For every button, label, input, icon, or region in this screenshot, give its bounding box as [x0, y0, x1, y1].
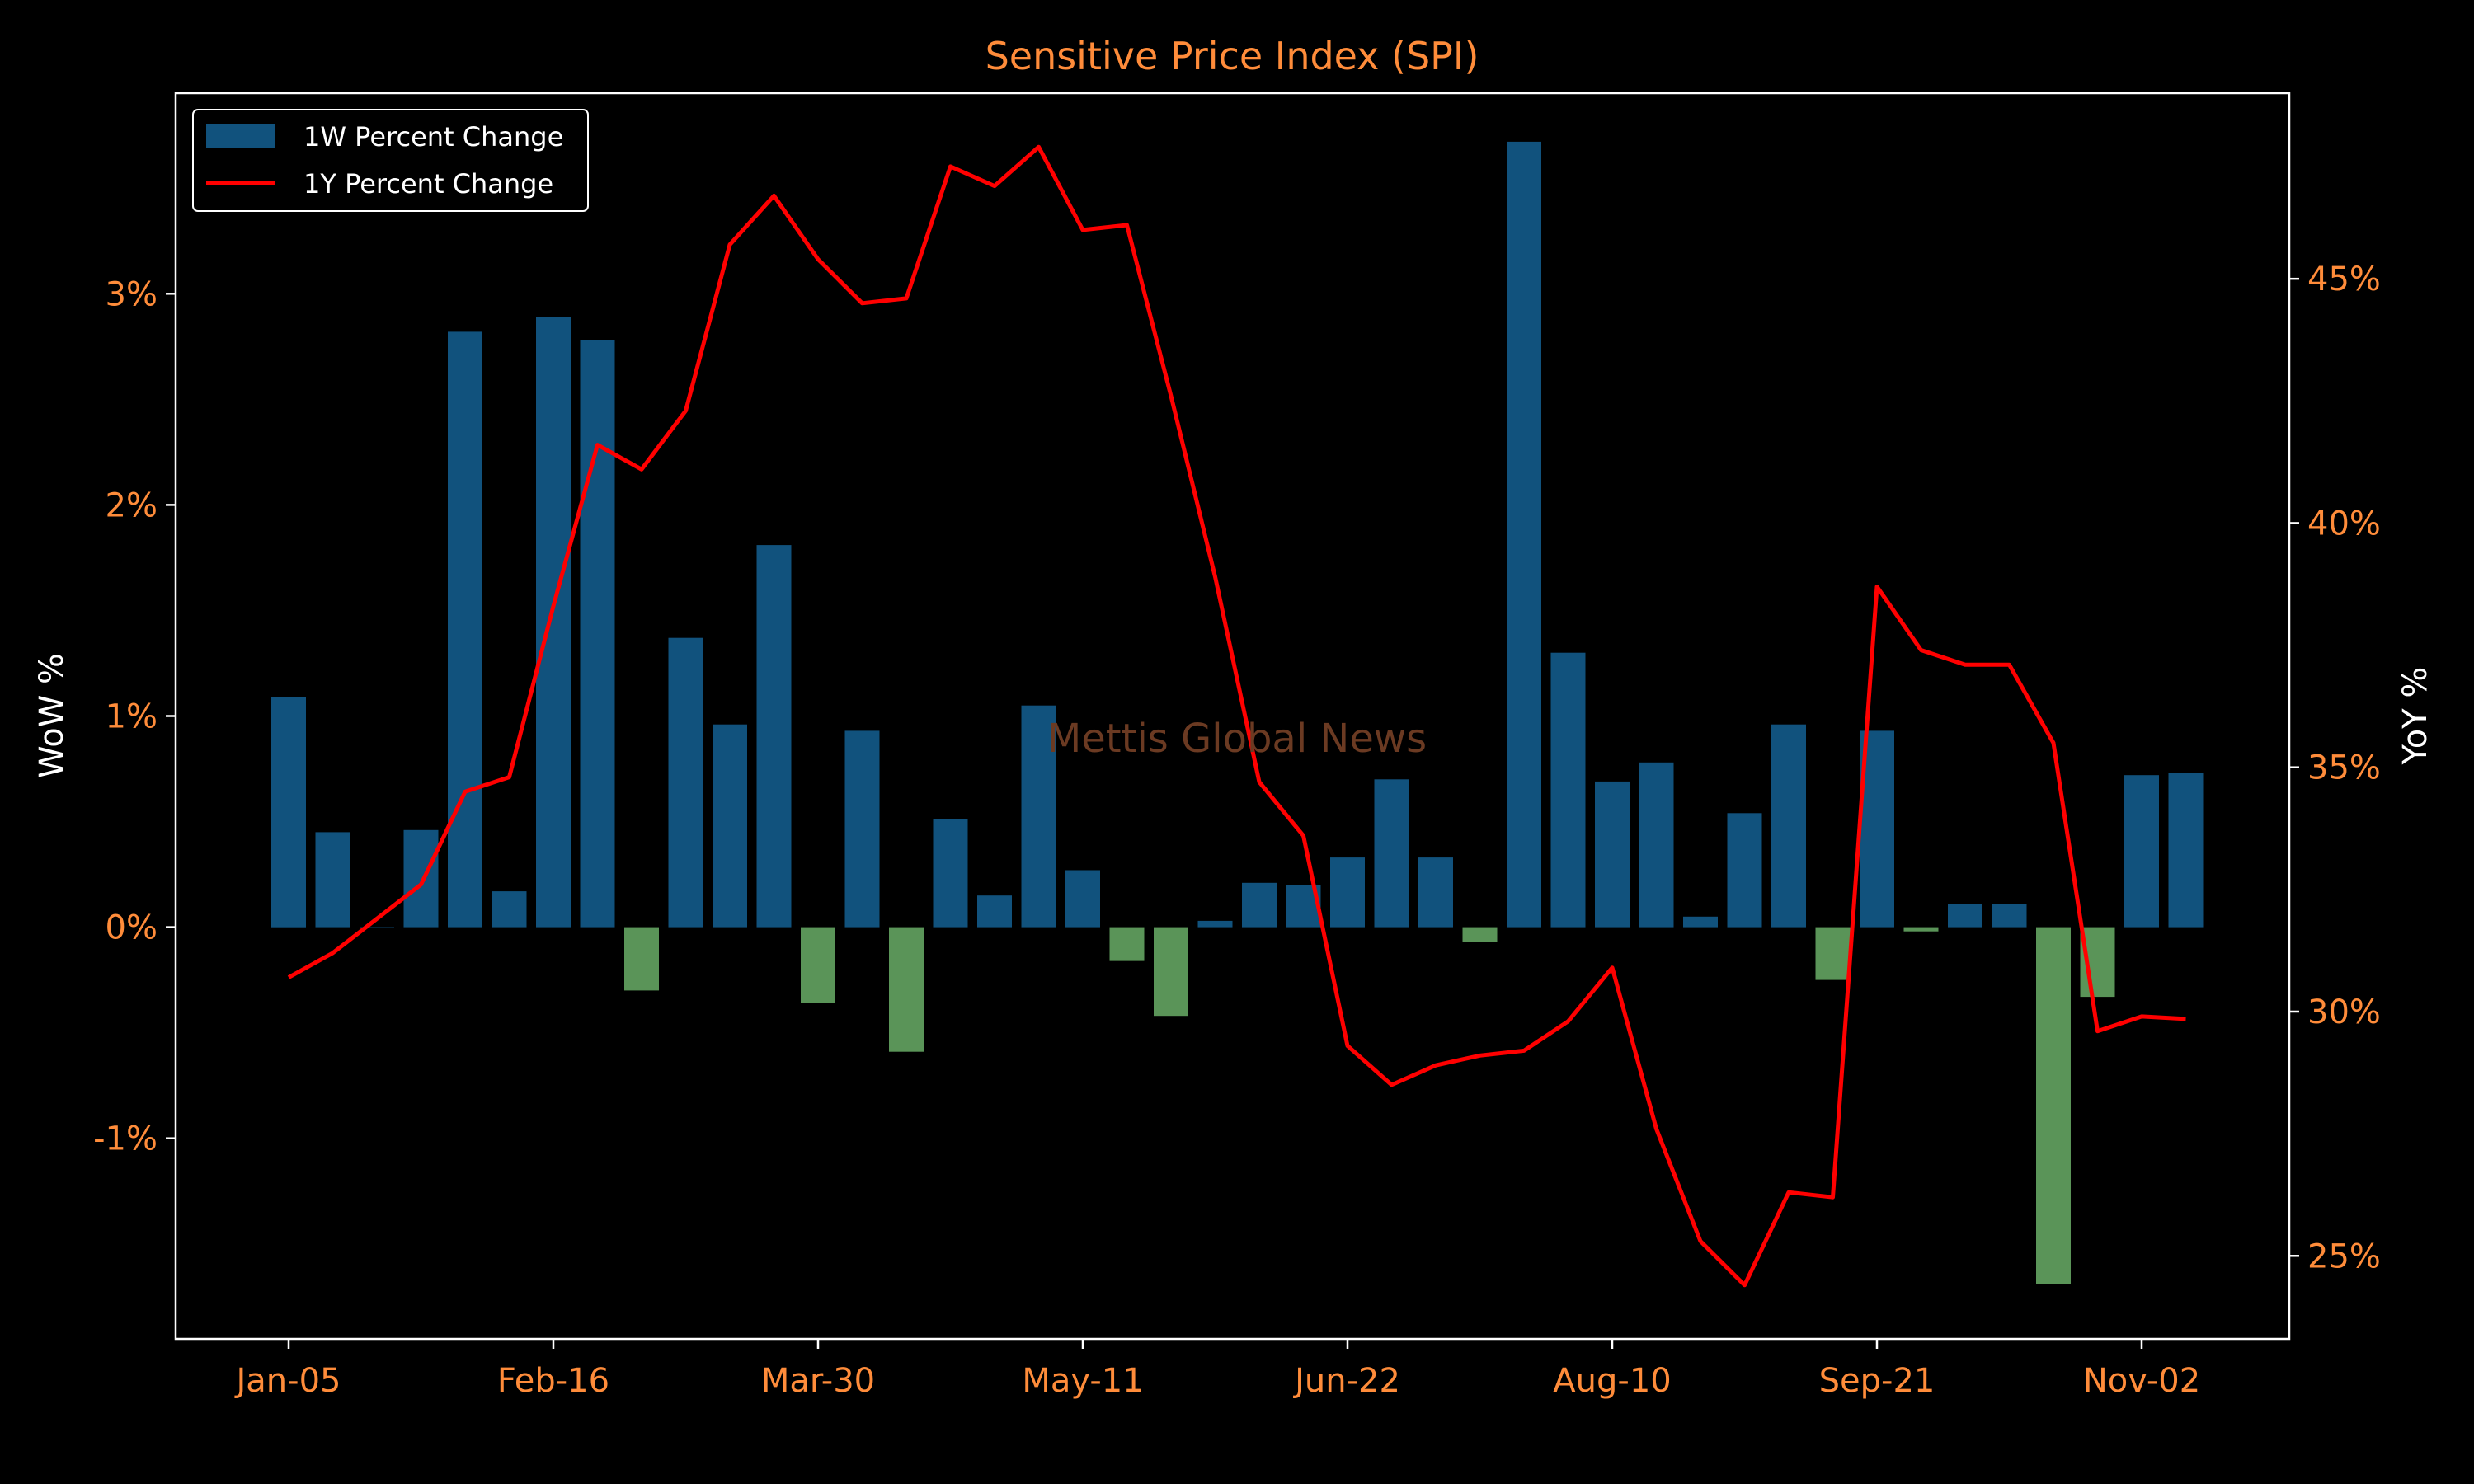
- bar-1w: [1507, 141, 1541, 928]
- bar-1w: [1462, 927, 1498, 942]
- bar-1w: [1109, 927, 1145, 961]
- right-axis-label: YoY %: [2396, 667, 2434, 766]
- bar-1w: [315, 832, 350, 928]
- bar-1w: [536, 317, 571, 928]
- bar-1w: [448, 331, 482, 928]
- right-tick-label: 35%: [2307, 749, 2381, 787]
- bar-1w: [1815, 927, 1851, 980]
- bar-1w: [1065, 870, 1100, 928]
- bar-1w: [1374, 779, 1409, 928]
- chart-title: Sensitive Price Index (SPI): [985, 34, 1479, 78]
- x-tick-label: Mar-30: [761, 1362, 875, 1400]
- x-tick-label: Aug-10: [1553, 1362, 1671, 1400]
- watermark-text: Mettis Global News: [1047, 716, 1427, 762]
- legend-label-1w: 1W Percent Change: [303, 121, 563, 153]
- x-tick-label: Feb-16: [497, 1362, 609, 1400]
- bar-1w: [713, 724, 747, 928]
- x-tick-label: Jan-05: [234, 1362, 341, 1400]
- bar-1w: [1727, 813, 1762, 928]
- bar-1w: [2124, 775, 2159, 928]
- bar-1w: [1595, 781, 1630, 928]
- x-tick-label: Jun-22: [1292, 1362, 1400, 1400]
- bar-1w: [271, 697, 306, 928]
- left-axis-ticks: -1% 0% 1% 2% 3%: [93, 275, 176, 1158]
- right-tick-label: 30%: [2307, 993, 2381, 1031]
- left-tick-label: 0%: [106, 909, 158, 947]
- bar-1w: [1639, 762, 1674, 928]
- left-tick-label: -1%: [93, 1120, 158, 1158]
- bar-1w: [2168, 773, 2204, 928]
- legend: 1W Percent Change 1Y Percent Change: [192, 109, 589, 212]
- bar-1w: [844, 730, 880, 928]
- bar-1w: [1197, 920, 1233, 928]
- bar-1w: [933, 819, 968, 928]
- bar-1w: [1903, 927, 1939, 932]
- bar-1w: [580, 340, 615, 928]
- legend-swatch-bar: [206, 124, 275, 148]
- legend-label-1y: 1Y Percent Change: [303, 168, 553, 200]
- x-tick-label: Sep-21: [1819, 1362, 1935, 1400]
- bar-1w: [977, 895, 1012, 928]
- bar-1w: [1021, 705, 1056, 928]
- left-tick-label: 2%: [106, 486, 158, 524]
- bar-1w: [1683, 916, 1718, 928]
- bar-1w: [1550, 652, 1586, 928]
- right-tick-label: 25%: [2307, 1237, 2381, 1275]
- bar-1w: [1948, 904, 1982, 928]
- legend-box: [192, 109, 589, 212]
- line-1y-percent-change: [287, 144, 2186, 1288]
- line-series-1y: [287, 144, 2186, 1288]
- bar-1w: [624, 927, 659, 991]
- bar-1w: [1242, 882, 1277, 928]
- bar-1w: [1418, 857, 1453, 928]
- right-tick-label: 45%: [2307, 261, 2381, 298]
- bar-1w: [403, 829, 439, 928]
- left-tick-label: 3%: [106, 275, 158, 313]
- bar-1w: [1330, 857, 1365, 928]
- bar-1w: [756, 545, 792, 928]
- x-axis-ticks: Jan-05 Feb-16 Mar-30 May-11 Jun-22 Aug-10 Sep-…: [234, 1339, 2200, 1400]
- right-axis-ticks: 25% 30% 35% 40% 45%: [2289, 261, 2381, 1275]
- x-tick-label: Nov-02: [2083, 1362, 2200, 1400]
- left-tick-label: 1%: [106, 698, 158, 736]
- bar-1w: [2036, 927, 2071, 1284]
- left-axis-label: WoW %: [33, 653, 71, 778]
- right-tick-label: 40%: [2307, 505, 2381, 542]
- bar-1w: [889, 927, 924, 1052]
- x-tick-label: May-11: [1022, 1362, 1143, 1400]
- bar-1w: [1771, 724, 1806, 928]
- bar-1w: [1154, 927, 1188, 1017]
- bar-1w: [801, 927, 835, 1003]
- bar-1w: [492, 891, 527, 928]
- bar-1w: [668, 637, 703, 928]
- bar-1w: [1992, 904, 2027, 928]
